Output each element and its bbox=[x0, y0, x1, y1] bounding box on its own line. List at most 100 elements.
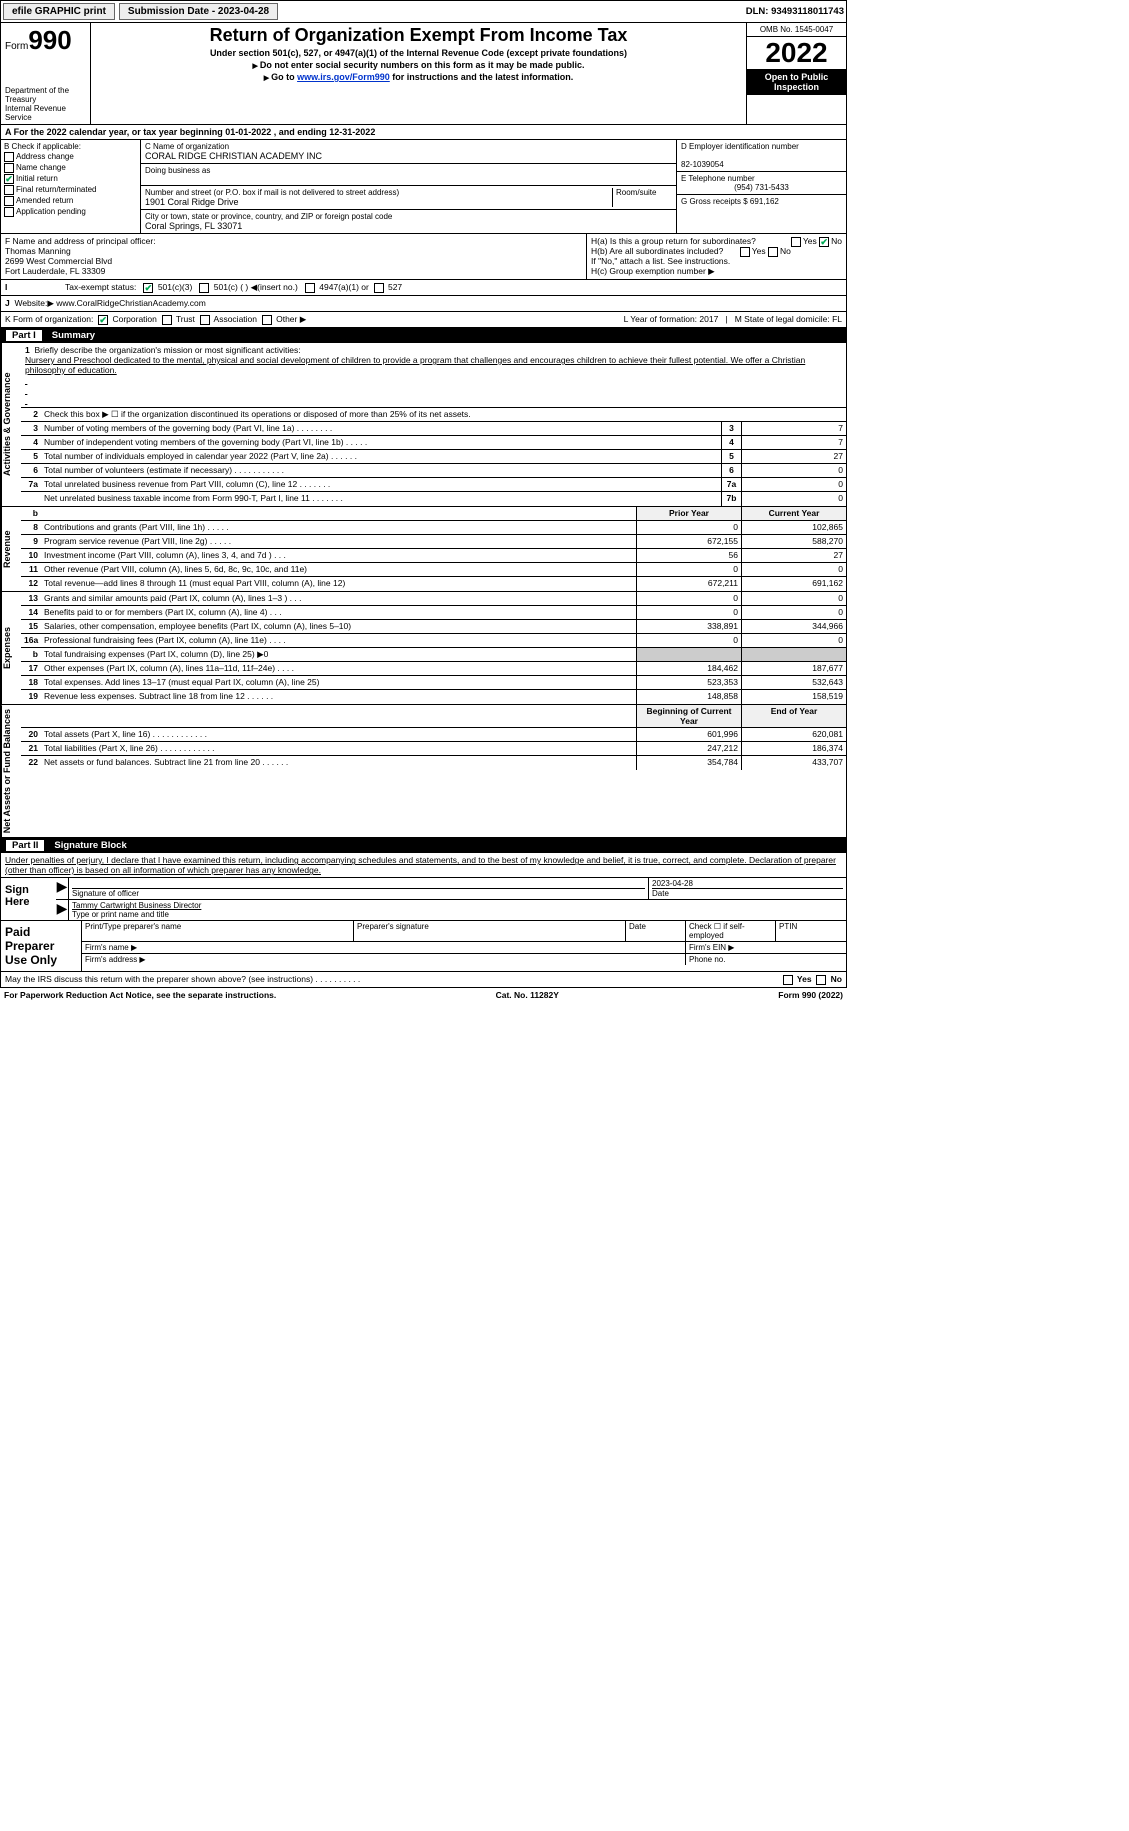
gross-receipts-label: G Gross receipts $ bbox=[681, 197, 748, 206]
527-checkbox[interactable] bbox=[374, 283, 384, 293]
gov-line-desc: Total number of volunteers (estimate if … bbox=[41, 464, 721, 477]
discuss-label: May the IRS discuss this return with the… bbox=[5, 974, 360, 985]
mission-blank3 bbox=[25, 395, 842, 405]
exp-line-prior bbox=[636, 648, 741, 661]
part1-label: Part I bbox=[6, 330, 42, 341]
trust-checkbox[interactable] bbox=[162, 315, 172, 325]
l-label: L Year of formation: bbox=[624, 314, 697, 324]
rev-line-num: 12 bbox=[21, 577, 41, 591]
gov-line-box: 3 bbox=[721, 422, 741, 435]
efile-print-button[interactable]: efile GRAPHIC print bbox=[3, 3, 115, 20]
rev-line-num: 9 bbox=[21, 535, 41, 548]
ssn-warning: Do not enter social security numbers on … bbox=[260, 60, 585, 70]
begin-year-header: Beginning of Current Year bbox=[636, 705, 741, 727]
net-line-num: 21 bbox=[21, 742, 41, 755]
assoc-label: Association bbox=[214, 314, 257, 324]
final-return-checkbox[interactable] bbox=[4, 185, 14, 195]
hb-yes-checkbox[interactable] bbox=[740, 247, 750, 257]
hb-no: No bbox=[780, 246, 791, 256]
discuss-yes: Yes bbox=[797, 974, 812, 984]
phone-label: E Telephone number bbox=[681, 174, 755, 183]
officer-signature-label: Signature of officer bbox=[72, 888, 645, 898]
goto-pre: Go to bbox=[271, 72, 297, 82]
net-line-desc: Total assets (Part X, line 16) . . . . .… bbox=[41, 728, 636, 741]
exp-line-num: b bbox=[21, 648, 41, 661]
form-header: Form990 Department of the Treasury Inter… bbox=[0, 23, 847, 125]
net-line-desc: Total liabilities (Part X, line 26) . . … bbox=[41, 742, 636, 755]
exp-line-num: 13 bbox=[21, 592, 41, 605]
submission-date-button[interactable]: Submission Date - 2023-04-28 bbox=[119, 3, 278, 20]
website-label: Website: bbox=[14, 298, 47, 309]
exp-line-num: 18 bbox=[21, 676, 41, 689]
rev-line-prior: 56 bbox=[636, 549, 741, 562]
other-checkbox[interactable] bbox=[262, 315, 272, 325]
printed-name-label: Type or print name and title bbox=[72, 910, 169, 919]
paid-preparer-section: Paid Preparer Use Only Print/Type prepar… bbox=[0, 921, 847, 972]
phone-value: (954) 731-5433 bbox=[681, 183, 842, 192]
discuss-yes-checkbox[interactable] bbox=[783, 975, 793, 985]
corp-checkbox[interactable] bbox=[98, 315, 108, 325]
501c-checkbox[interactable] bbox=[199, 283, 209, 293]
form-footer: For Paperwork Reduction Act Notice, see … bbox=[0, 988, 847, 1002]
527-label: 527 bbox=[388, 282, 402, 292]
ha-yes: Yes bbox=[803, 236, 817, 246]
irs-link[interactable]: www.irs.gov/Form990 bbox=[297, 72, 390, 82]
mission-blank2 bbox=[25, 385, 842, 395]
m-label: M State of legal domicile: bbox=[735, 314, 830, 324]
part1-bar: Part I Summary bbox=[0, 328, 847, 343]
dln-label: DLN: 93493118011743 bbox=[746, 6, 844, 17]
governance-section: Activities & Governance 1 Briefly descri… bbox=[0, 343, 847, 507]
hb-no-checkbox[interactable] bbox=[768, 247, 778, 257]
gov-line-num bbox=[21, 492, 41, 506]
rev-line-prior: 0 bbox=[636, 521, 741, 534]
preparer-name-label: Print/Type preparer's name bbox=[82, 921, 354, 941]
line1-num: 1 bbox=[25, 345, 30, 355]
exp-line-prior: 523,353 bbox=[636, 676, 741, 689]
application-pending-checkbox[interactable] bbox=[4, 207, 14, 217]
insert-no: (insert no.) bbox=[257, 282, 298, 292]
gov-line-num: 6 bbox=[21, 464, 41, 477]
paid-preparer-label: Paid Preparer Use Only bbox=[1, 921, 81, 971]
exp-line-desc: Professional fundraising fees (Part IX, … bbox=[41, 634, 636, 647]
ein-value: 82-1039054 bbox=[681, 160, 724, 169]
cat-number: Cat. No. 11282Y bbox=[496, 990, 559, 1000]
section-b-c-d-e: B Check if applicable: Address change Na… bbox=[0, 140, 847, 234]
governance-tab: Activities & Governance bbox=[1, 343, 21, 506]
open-public-inspection: Open to Public Inspection bbox=[747, 69, 846, 95]
assoc-checkbox[interactable] bbox=[200, 315, 210, 325]
exp-line-current bbox=[741, 648, 846, 661]
org-name-label: C Name of organization bbox=[145, 142, 672, 151]
form-990-footer: Form 990 (2022) bbox=[778, 990, 843, 1000]
exp-line-prior: 0 bbox=[636, 634, 741, 647]
discuss-no-checkbox[interactable] bbox=[816, 975, 826, 985]
mission-label: Briefly describe the organization's miss… bbox=[34, 345, 300, 355]
rev-line-num: 10 bbox=[21, 549, 41, 562]
amended-return-checkbox[interactable] bbox=[4, 196, 14, 206]
ha-no-checkbox[interactable] bbox=[819, 237, 829, 247]
rev-line-current: 588,270 bbox=[741, 535, 846, 548]
net-line-current: 620,081 bbox=[741, 728, 846, 741]
street-label: Number and street (or P.O. box if mail i… bbox=[145, 188, 612, 197]
address-change-checkbox[interactable] bbox=[4, 152, 14, 162]
irs-label: Internal Revenue Service bbox=[5, 104, 86, 122]
section-i: I Tax-exempt status: 501(c)(3) 501(c) ( … bbox=[0, 280, 847, 296]
exp-line-desc: Grants and similar amounts paid (Part IX… bbox=[41, 592, 636, 605]
rev-line-num: 8 bbox=[21, 521, 41, 534]
firm-ein-label: Firm's EIN ▶ bbox=[686, 942, 846, 953]
501c3-checkbox[interactable] bbox=[143, 283, 153, 293]
penalties-statement: Under penalties of perjury, I declare th… bbox=[0, 853, 847, 878]
4947a1-checkbox[interactable] bbox=[305, 283, 315, 293]
gov-line-box: 6 bbox=[721, 464, 741, 477]
ha-yes-checkbox[interactable] bbox=[791, 237, 801, 247]
exp-line-current: 158,519 bbox=[741, 690, 846, 704]
firm-phone-label: Phone no. bbox=[686, 954, 846, 965]
section-j: J Website: ▶ www.CoralRidgeChristianAcad… bbox=[0, 296, 847, 312]
gov-line-num: 4 bbox=[21, 436, 41, 449]
part1-title: Summary bbox=[52, 330, 95, 341]
rev-line-prior: 0 bbox=[636, 563, 741, 576]
name-change-checkbox[interactable] bbox=[4, 163, 14, 173]
period-line-a: A For the 2022 calendar year, or tax yea… bbox=[0, 125, 847, 140]
exp-line-current: 344,966 bbox=[741, 620, 846, 633]
initial-return-checkbox[interactable] bbox=[4, 174, 14, 184]
exp-line-current: 0 bbox=[741, 606, 846, 619]
